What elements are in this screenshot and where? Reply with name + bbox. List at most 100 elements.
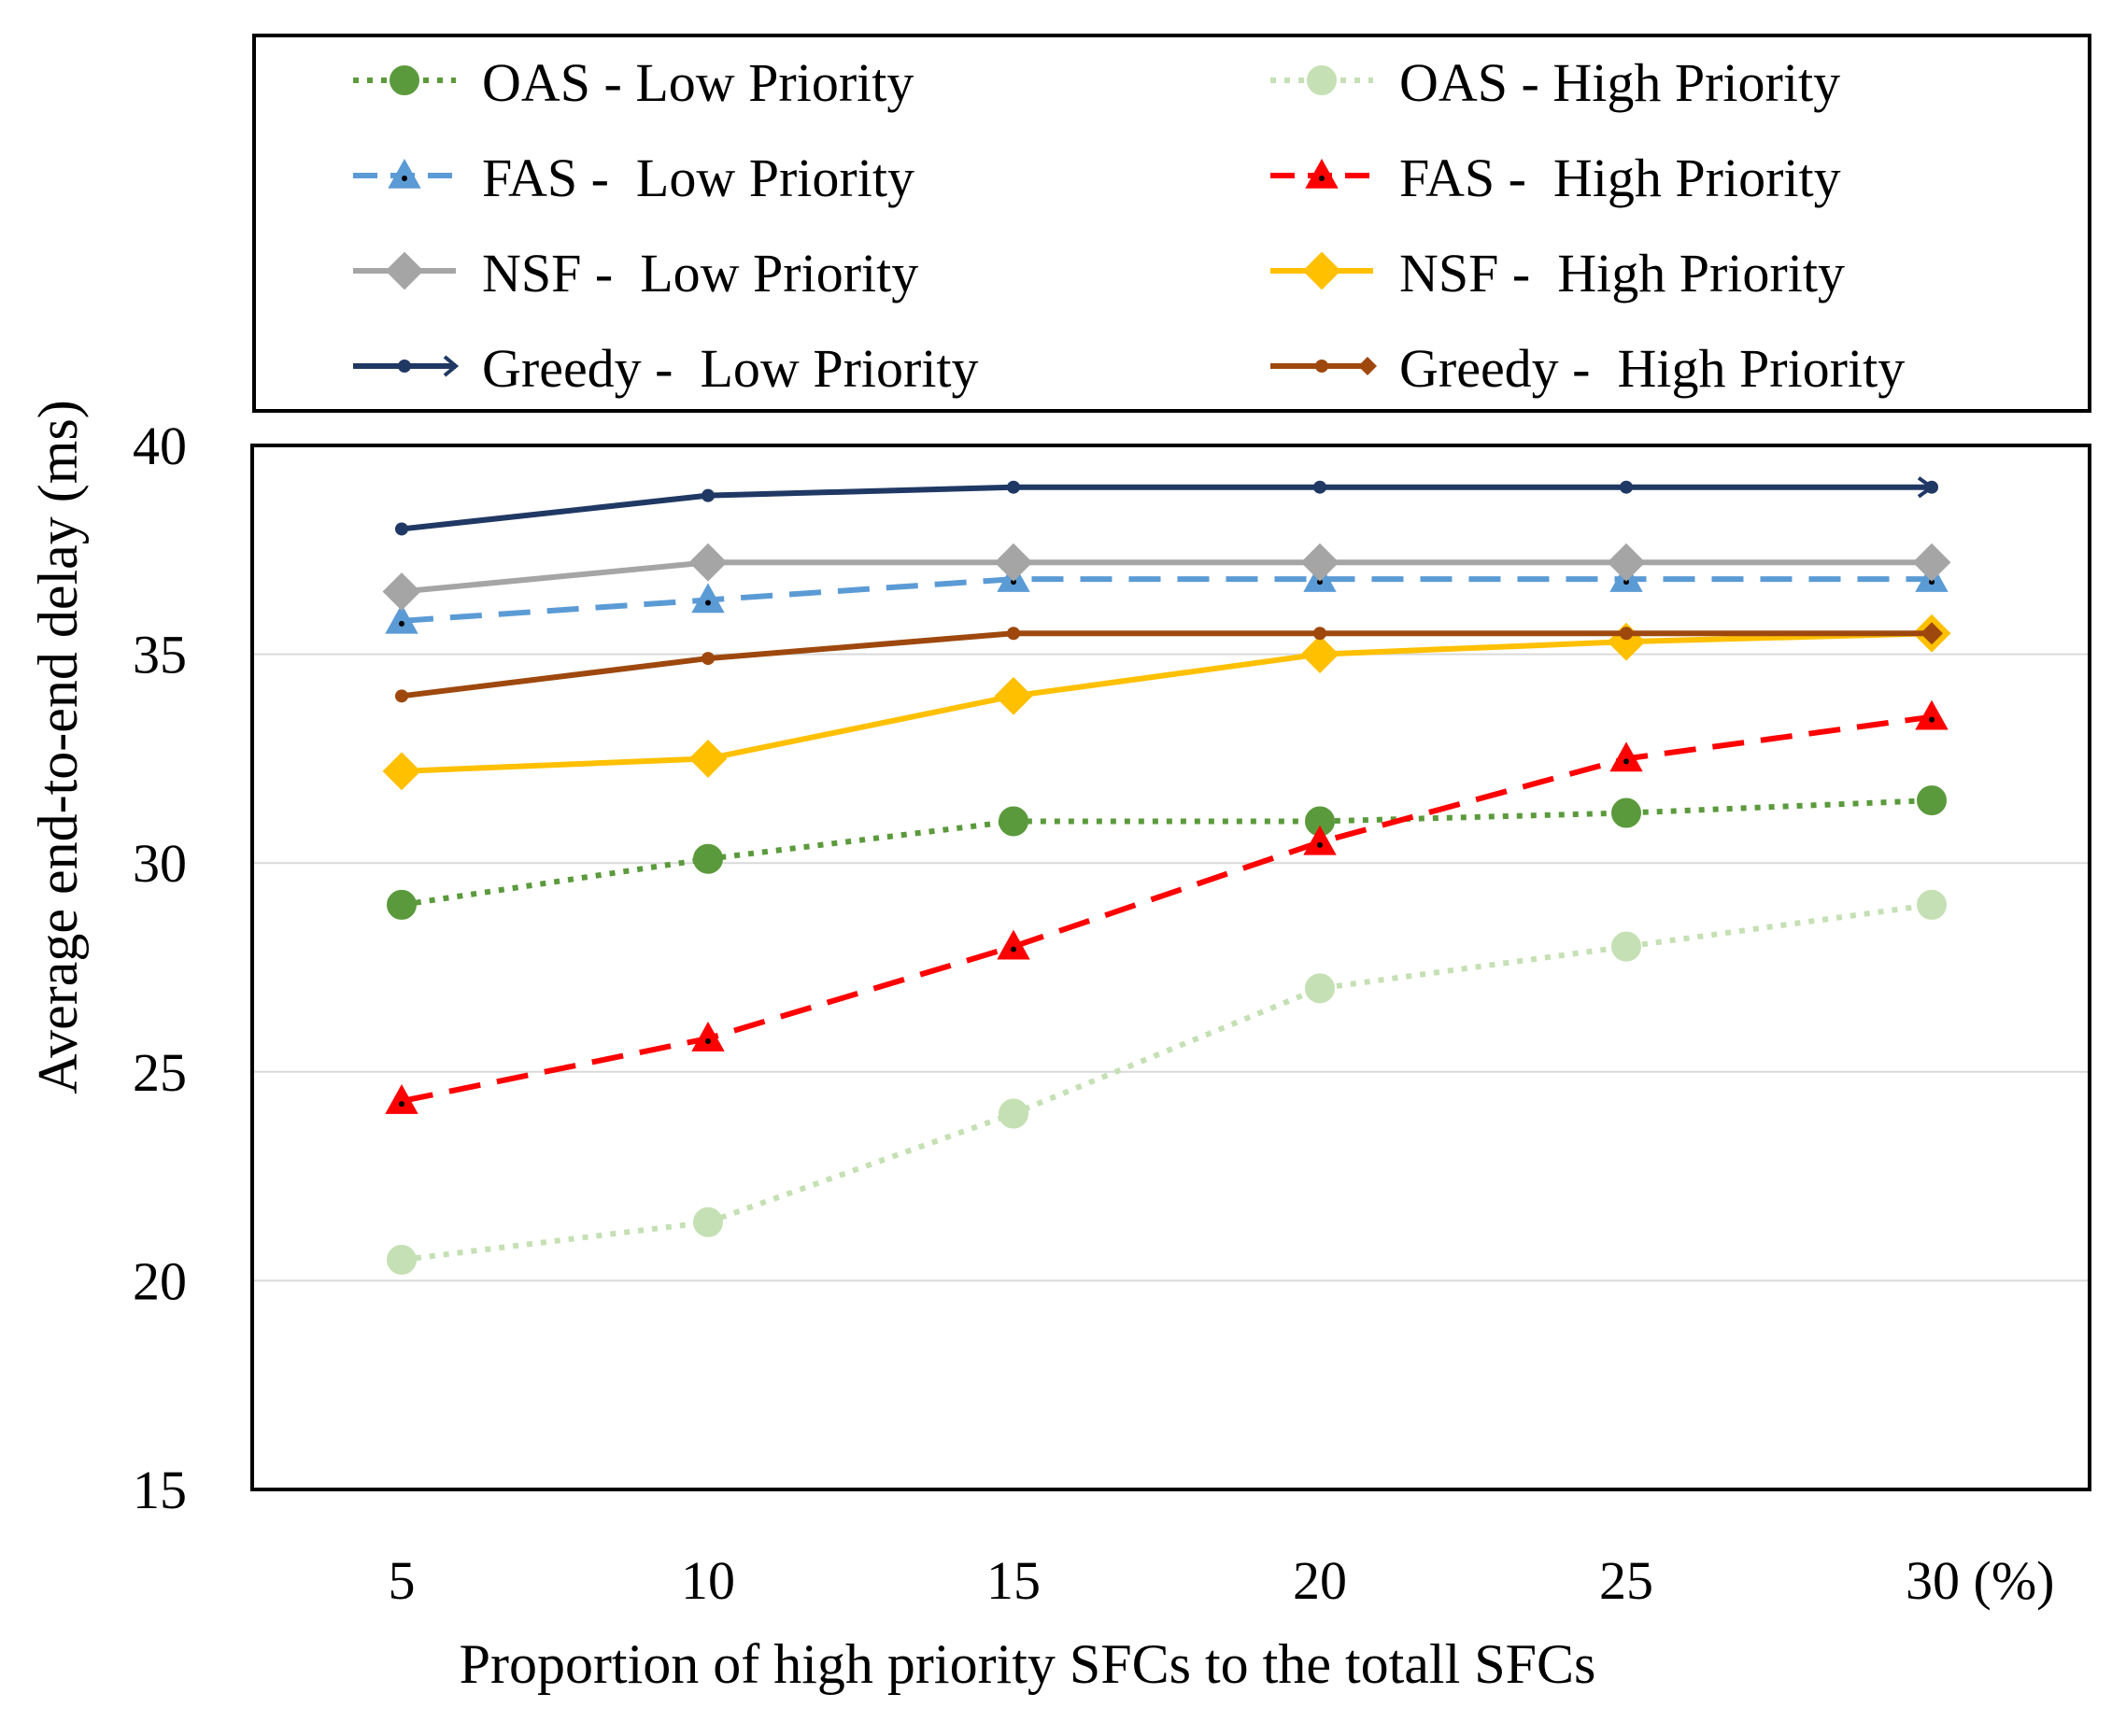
data-point — [693, 1207, 723, 1237]
data-point — [1007, 627, 1020, 641]
x-axis-title: Proportion of high priority SFCs to the … — [460, 1633, 1596, 1695]
data-point — [994, 676, 1033, 715]
legend-item: OAS - Low Priority — [353, 52, 914, 113]
series-layer — [382, 476, 1951, 1276]
legend-label: OAS - Low Priority — [482, 52, 914, 113]
data-point — [1300, 543, 1339, 582]
y-tick-label: 25 — [133, 1042, 187, 1103]
legend-label: NSF - Low Priority — [482, 243, 918, 303]
data-point-center — [1929, 716, 1935, 723]
legend-label: NSF - High Priority — [1399, 243, 1845, 303]
data-point — [395, 689, 408, 703]
gridlines — [252, 653, 2090, 1282]
data-point-center — [705, 600, 711, 606]
data-point — [1917, 785, 1947, 816]
series-end-arrow — [1917, 476, 1935, 499]
data-point-center — [705, 1038, 711, 1045]
series-line — [401, 559, 1932, 595]
y-tick-label: 15 — [133, 1460, 187, 1520]
series-6 — [395, 476, 1938, 536]
x-tick-label: 20 — [1293, 1550, 1347, 1611]
series-0 — [387, 785, 1947, 920]
series-line — [401, 713, 1933, 1105]
data-point — [385, 603, 418, 634]
legend-label: Greedy - Low Priority — [482, 338, 979, 399]
data-point — [1305, 973, 1335, 1004]
legend-item: NSF - High Priority — [1270, 243, 1845, 303]
legend-label: FAS - High Priority — [1399, 148, 1841, 208]
data-point-center — [1623, 579, 1629, 586]
data-point-center — [1317, 579, 1323, 586]
data-point-center — [1623, 758, 1629, 765]
data-point-center — [1929, 579, 1935, 586]
series-line — [401, 576, 1932, 624]
x-tick-label: 10 — [681, 1550, 735, 1611]
legend-end-diamond — [1358, 357, 1377, 375]
y-tick-label: 30 — [133, 833, 187, 894]
series-line — [401, 630, 1932, 699]
legend-item: FAS - High Priority — [1270, 148, 1841, 208]
y-tick-label: 20 — [133, 1250, 187, 1311]
legend-item: NSF - Low Priority — [353, 243, 918, 303]
legend-marker — [1315, 360, 1328, 373]
series-line — [401, 630, 1933, 774]
data-point-center — [1011, 579, 1016, 586]
legend-item: Greedy - Low Priority — [353, 338, 979, 399]
data-point — [1611, 931, 1641, 962]
legend-label: OAS - High Priority — [1399, 52, 1840, 113]
data-point — [691, 583, 725, 614]
y-tick-label: 35 — [133, 625, 187, 685]
y-axis: 15 20 25 30 35 40 — [133, 416, 187, 1520]
legend-marker — [1307, 65, 1337, 95]
data-point — [997, 929, 1030, 960]
y-axis-title: Average end-to-end delay (ms) — [27, 400, 89, 1094]
legend-arrow — [443, 355, 460, 377]
data-point — [1303, 825, 1337, 855]
plot-border — [250, 444, 2091, 1491]
series-line — [401, 484, 1932, 532]
legend: OAS - Low Priority OAS - High Priority FAS… — [353, 52, 1905, 399]
legend-marker — [388, 158, 421, 189]
data-point — [395, 522, 408, 536]
data-point — [693, 843, 723, 874]
legend-item: OAS - High Priority — [1270, 52, 1840, 113]
series-end-diamond — [1921, 622, 1943, 645]
series-line — [401, 901, 1933, 1263]
data-point — [1915, 699, 1949, 730]
legend-marker-center — [402, 176, 407, 181]
data-point — [688, 739, 728, 778]
data-point — [702, 652, 715, 666]
data-point — [702, 488, 715, 502]
data-point — [1912, 543, 1951, 582]
data-point — [385, 1084, 418, 1114]
data-point — [387, 1245, 417, 1276]
data-point — [1007, 480, 1020, 494]
data-point — [382, 572, 421, 611]
legend-box — [252, 34, 2091, 413]
plot-area — [252, 445, 2090, 1489]
x-tick-label: 30 (%) — [1906, 1550, 2054, 1611]
legend-marker — [398, 360, 411, 373]
legend-label: FAS - Low Priority — [482, 148, 914, 208]
legend-item: Greedy - High Priority — [1270, 338, 1905, 399]
x-tick-label: 15 — [986, 1550, 1041, 1611]
series-line — [401, 797, 1933, 908]
y-tick-label: 40 — [133, 416, 187, 476]
legend-marker — [1305, 158, 1339, 189]
series-2 — [385, 562, 1949, 634]
legend-marker-center — [1319, 176, 1325, 181]
data-point — [994, 543, 1033, 582]
data-point — [387, 889, 417, 920]
data-point — [1620, 627, 1633, 641]
data-point — [999, 806, 1028, 837]
x-tick-label: 5 — [389, 1550, 416, 1611]
data-point — [688, 543, 728, 582]
x-axis: 5 10 15 20 25 30 (%) — [389, 1550, 2055, 1611]
data-point — [1607, 543, 1646, 582]
data-point — [382, 752, 421, 791]
data-point — [691, 1021, 725, 1051]
data-point — [999, 1098, 1028, 1129]
series-3 — [385, 699, 1949, 1114]
legend-item: FAS - Low Priority — [353, 148, 914, 208]
